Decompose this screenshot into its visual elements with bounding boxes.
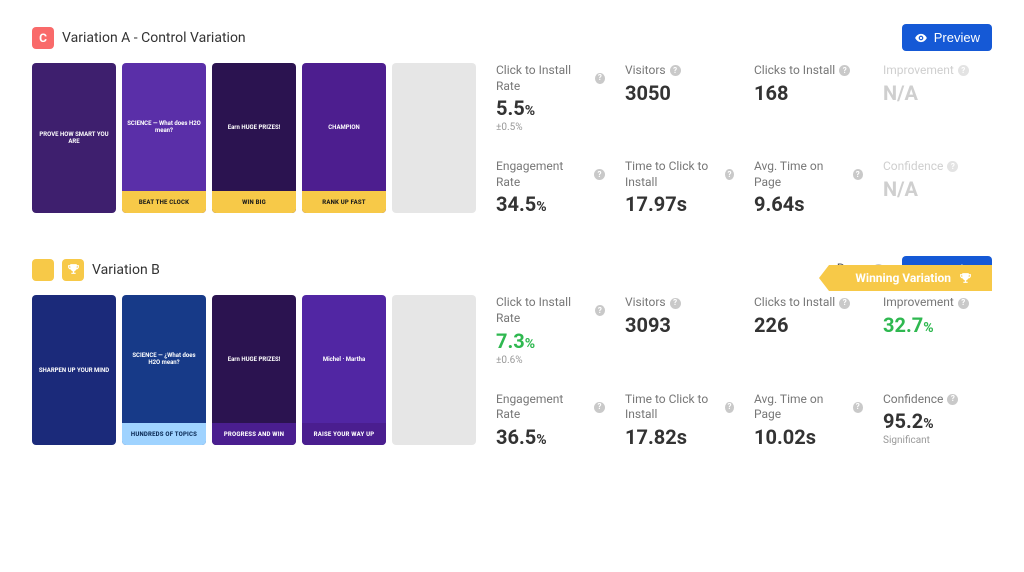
help-icon[interactable]: ?	[595, 305, 605, 316]
help-icon[interactable]: ?	[595, 73, 605, 84]
variation-a-metrics: Click to Install Rate? 5.5% ±0.5% Visito…	[496, 63, 992, 216]
variation-b-metrics: Winning Variation Click to Install Rate?…	[496, 295, 992, 448]
help-icon[interactable]: ?	[958, 65, 969, 76]
help-icon[interactable]: ?	[594, 169, 605, 180]
help-icon[interactable]: ?	[839, 298, 850, 309]
metric-confidence: Confidence? 95.2% Significant	[883, 392, 992, 449]
thumb[interactable]: SHARPEN UP YOUR MIND	[32, 295, 116, 445]
metric-confidence: Confidence? N/A	[883, 159, 992, 216]
trophy-icon	[959, 272, 972, 285]
variation-badge-b-square	[32, 259, 54, 281]
metric-time-click: Time to Click to Install? 17.82s	[625, 392, 734, 449]
help-icon[interactable]: ?	[725, 402, 734, 413]
metric-click-install-rate: Click to Install Rate? 7.3% ±0.6%	[496, 295, 605, 365]
help-icon[interactable]: ?	[853, 402, 863, 413]
thumb[interactable]: SCIENCE — What does H2O mean?BEAT THE CL…	[122, 63, 206, 213]
help-icon[interactable]: ?	[839, 65, 850, 76]
thumb-placeholder	[392, 63, 476, 213]
help-icon[interactable]: ?	[594, 402, 605, 413]
metric-time-click: Time to Click to Install? 17.97s	[625, 159, 734, 216]
help-icon[interactable]: ?	[958, 298, 969, 309]
preview-button-label: Preview	[934, 30, 980, 45]
winning-banner: Winning Variation	[829, 265, 992, 291]
variation-b-thumbs: SHARPEN UP YOUR MIND SCIENCE — ¿What doe…	[32, 295, 476, 448]
metric-visitors: Visitors? 3050	[625, 63, 734, 133]
metric-avg-time: Avg. Time on Page? 9.64s	[754, 159, 863, 216]
metric-avg-time: Avg. Time on Page? 10.02s	[754, 392, 863, 449]
preview-button[interactable]: Preview	[902, 24, 992, 51]
help-icon[interactable]: ?	[947, 394, 958, 405]
metric-improvement: Improvement? 32.7%	[883, 295, 992, 365]
thumb[interactable]: CHAMPIONRANK UP FAST	[302, 63, 386, 213]
variation-badge-c: C	[32, 27, 54, 49]
metric-engagement: Engagement Rate? 34.5%	[496, 159, 605, 216]
thumb[interactable]: SCIENCE — ¿What does H2O mean?HUNDREDS O…	[122, 295, 206, 445]
trophy-chip	[62, 259, 84, 281]
help-icon[interactable]: ?	[853, 169, 863, 180]
variation-a-content: PROVE HOW SMART YOU ARE SCIENCE — What d…	[32, 63, 992, 216]
metric-clicks-install: Clicks to Install? 168	[754, 63, 863, 133]
thumb[interactable]: Earn HUGE PRIZES!PROGRESS AND WIN	[212, 295, 296, 445]
metric-engagement: Engagement Rate? 36.5%	[496, 392, 605, 449]
variation-b-block: Variation B Done ? Preview SHARPEN UP YO…	[32, 256, 992, 448]
metric-clicks-install: Clicks to Install? 226	[754, 295, 863, 365]
help-icon[interactable]: ?	[670, 65, 681, 76]
trophy-icon	[67, 263, 80, 276]
help-icon[interactable]: ?	[947, 161, 958, 172]
eye-icon	[914, 31, 928, 45]
thumb-placeholder	[392, 295, 476, 445]
variation-a-thumbs: PROVE HOW SMART YOU ARE SCIENCE — What d…	[32, 63, 476, 216]
thumb[interactable]: Earn HUGE PRIZES!WIN BIG	[212, 63, 296, 213]
variation-a-block: C Variation A - Control Variation Previe…	[32, 24, 992, 216]
thumb[interactable]: Michel · MarthaRAISE YOUR WAY UP	[302, 295, 386, 445]
variation-b-title: Variation B	[92, 262, 160, 278]
help-icon[interactable]: ?	[670, 298, 681, 309]
variation-a-header: C Variation A - Control Variation Previe…	[32, 24, 992, 51]
metric-click-install-rate: Click to Install Rate? 5.5% ±0.5%	[496, 63, 605, 133]
thumb[interactable]: PROVE HOW SMART YOU ARE	[32, 63, 116, 213]
metric-improvement: Improvement? N/A	[883, 63, 992, 133]
help-icon[interactable]: ?	[725, 169, 734, 180]
variation-b-content: SHARPEN UP YOUR MIND SCIENCE — ¿What doe…	[32, 295, 992, 448]
variation-a-title: Variation A - Control Variation	[62, 30, 246, 46]
metric-visitors: Visitors? 3093	[625, 295, 734, 365]
